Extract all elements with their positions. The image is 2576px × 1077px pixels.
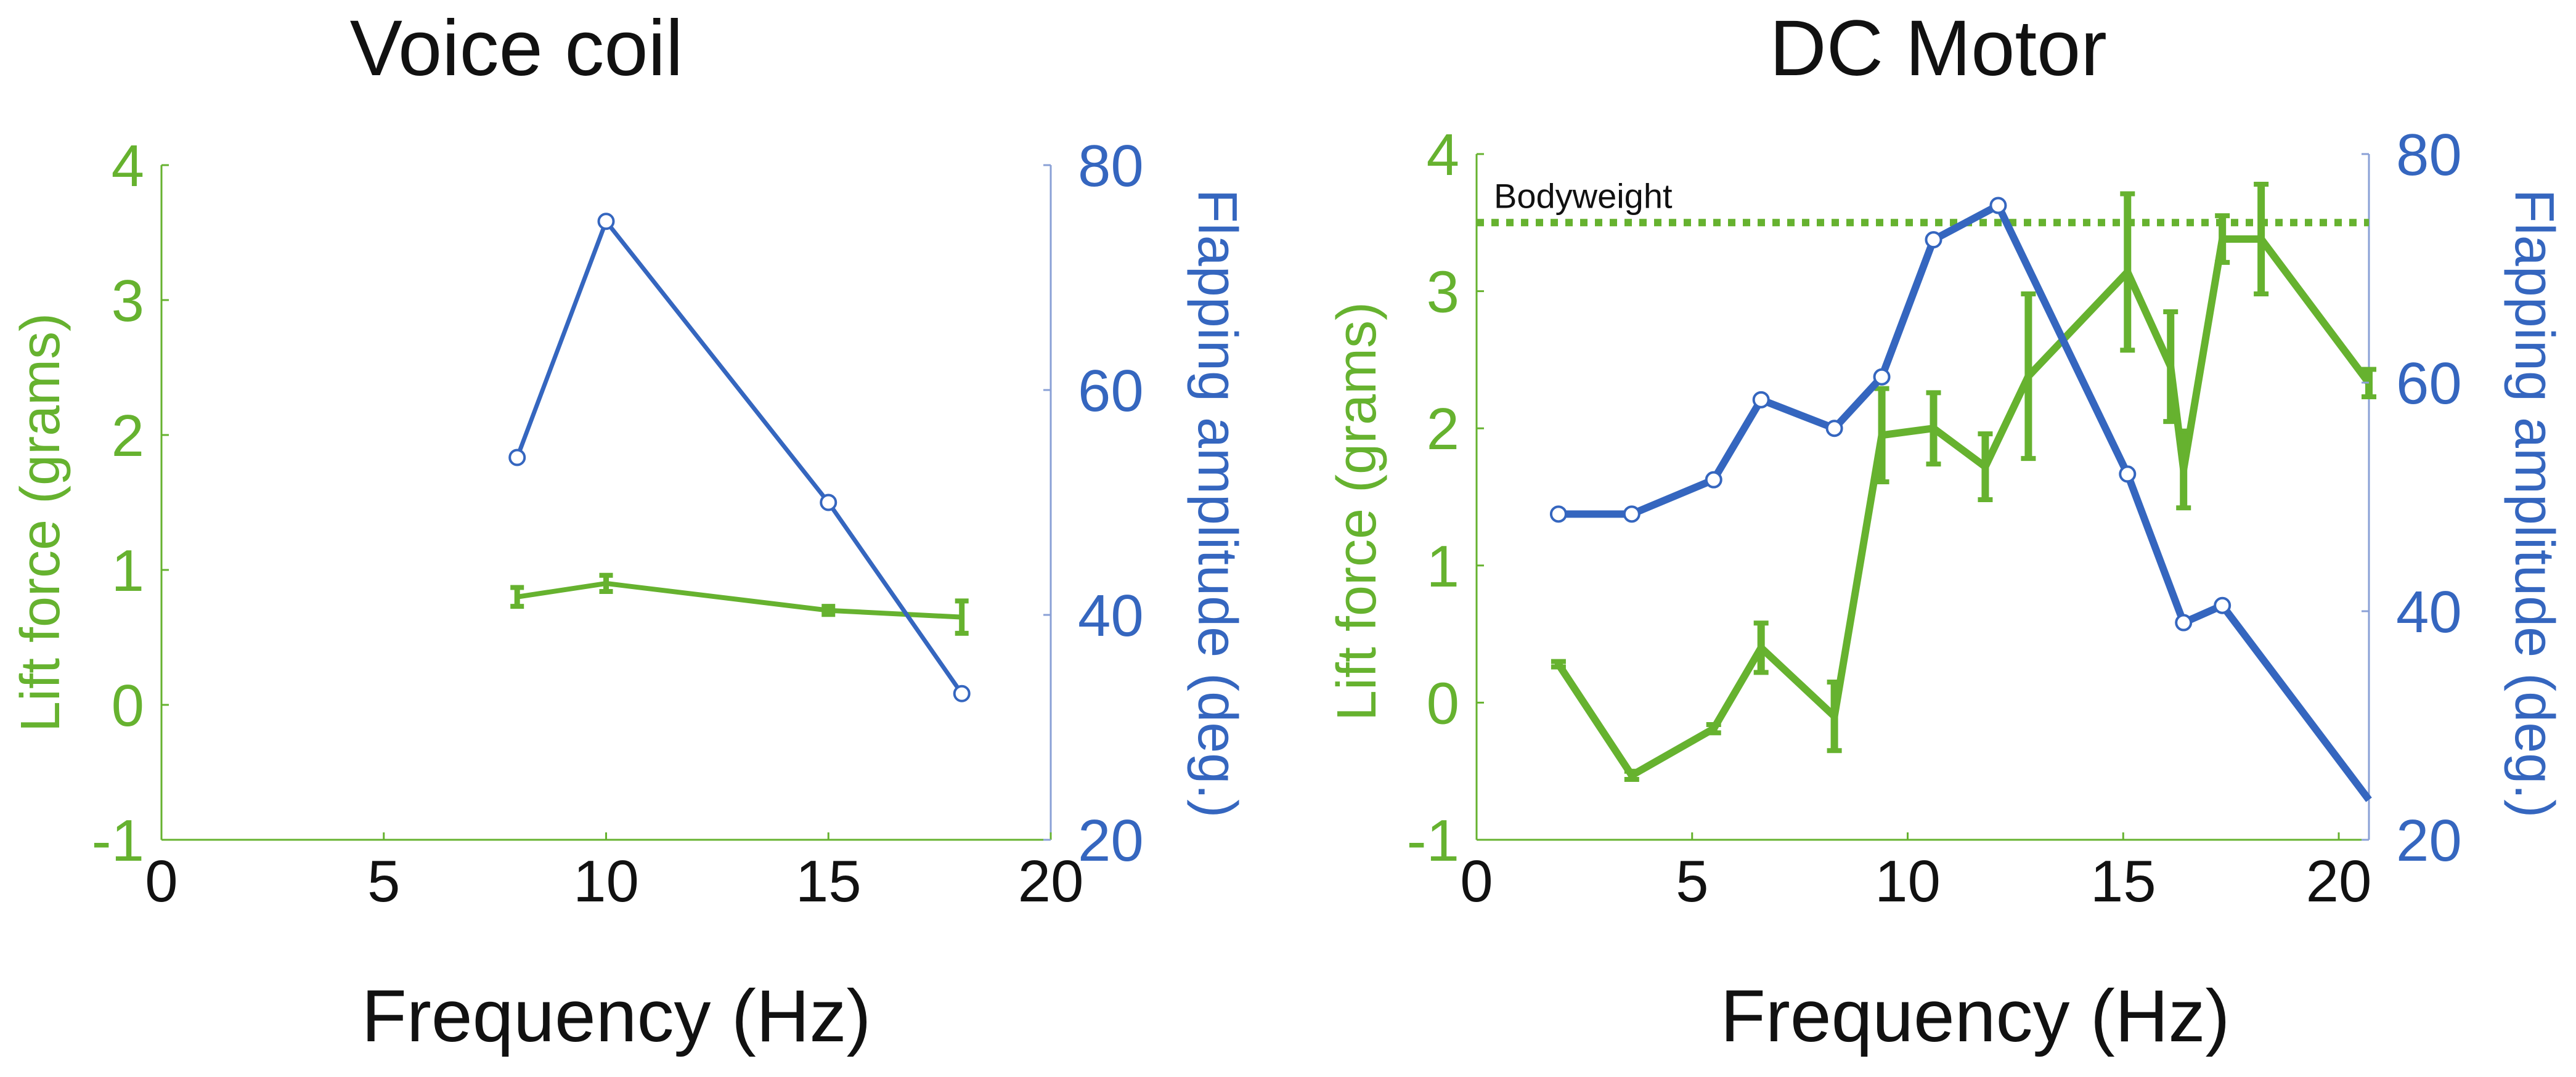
flapping-amplitude-point (1705, 471, 1722, 489)
left-tick-label: 1 (1427, 534, 1459, 599)
x-tick-label: 5 (1676, 848, 1708, 914)
left-tick-label: -1 (92, 808, 144, 874)
right-tick-label: 60 (2396, 351, 2462, 417)
left-tick-label: 3 (112, 268, 144, 334)
x-axis-label: Frequency (Hz) (1721, 975, 2230, 1057)
flapping-amplitude-point (2119, 465, 2137, 483)
left-tick-label: 1 (112, 538, 144, 604)
right-tick-label: 40 (1078, 583, 1144, 649)
right-tick-label: 80 (2396, 122, 2462, 188)
left-tick-label: -1 (1407, 808, 1459, 874)
lift-force-series (1551, 181, 2376, 782)
flapping-amplitude-point (1752, 391, 1770, 408)
plot-area (1475, 154, 2376, 841)
x-tick-label: 10 (573, 848, 639, 914)
right-tick-label: 60 (1078, 358, 1144, 424)
x-tick-label: 0 (145, 848, 177, 914)
flapping-amplitude-point (1925, 231, 1942, 249)
x-tick-label: 20 (1018, 848, 1084, 914)
left-tick-label: 4 (1427, 122, 1459, 188)
flapping-amplitude-line (1558, 201, 2372, 802)
right-axis-ticks: 20 40 60 80 (1043, 133, 1144, 874)
flapping-amplitude-point (1623, 505, 1641, 523)
flapping-amplitude-point (597, 213, 615, 230)
flapping-amplitude-series (508, 213, 971, 702)
x-tick-label: 5 (367, 848, 400, 914)
flapping-amplitude-point (1873, 368, 1891, 386)
flapping-amplitude-point (953, 685, 971, 702)
x-axis-label: Frequency (Hz) (362, 975, 871, 1057)
right-axis-label: Flapping amplitude (deg.) (2503, 189, 2565, 818)
left-tick-label: 2 (1427, 396, 1459, 462)
x-tick-label: 15 (796, 848, 862, 914)
flapping-amplitude-point (508, 449, 526, 466)
left-tick-label: 2 (112, 403, 144, 469)
flapping-amplitude-point (1825, 420, 1843, 437)
left-tick-label: 4 (112, 133, 144, 199)
flapping-amplitude-point (1549, 505, 1567, 523)
right-tick-label: 20 (1078, 808, 1144, 874)
left-tick-label: 3 (1427, 259, 1459, 325)
right-axis-ticks: 20 40 60 80 (2362, 122, 2462, 874)
bodyweight-label: Bodyweight (1494, 176, 1673, 215)
x-tick-label: 15 (2090, 848, 2156, 914)
flapping-amplitude-series (1549, 197, 2372, 802)
right-tick-label: 20 (2396, 808, 2462, 874)
plot-area (160, 165, 1052, 841)
flapping-amplitude-point (2175, 614, 2193, 632)
right-tick-label: 40 (2396, 579, 2462, 645)
right-tick-label: 80 (1078, 133, 1144, 199)
left-axis-label: Lift force (grams) (1326, 302, 1388, 721)
x-axis-ticks: 0 5 10 15 20 (1460, 832, 2371, 914)
left-axis-label: Lift force (grams) (10, 313, 71, 732)
lift-force-line (516, 580, 962, 620)
left-axis-ticks: -1 0 1 2 3 4 (1407, 122, 1484, 874)
chart-title: DC Motor (1769, 4, 2107, 92)
x-axis-ticks: 0 5 10 15 20 (145, 832, 1083, 914)
flapping-amplitude-point (1989, 197, 2007, 214)
left-tick-label: 0 (112, 673, 144, 739)
flapping-amplitude-point (820, 494, 838, 511)
flapping-amplitude-line (515, 219, 964, 695)
left-tick-label: 0 (1427, 670, 1459, 736)
flapping-amplitude-point (2214, 596, 2232, 614)
x-tick-label: 0 (1460, 848, 1493, 914)
left-axis-ticks: -1 0 1 2 3 4 (92, 133, 169, 874)
x-tick-label: 10 (1875, 848, 1941, 914)
right-axis-label: Flapping amplitude (deg.) (1186, 189, 1248, 818)
lift-force-series (510, 572, 969, 636)
x-tick-label: 20 (2306, 848, 2372, 914)
chart-title: Voice coil (350, 4, 683, 92)
lift-force-line (1555, 235, 2372, 779)
